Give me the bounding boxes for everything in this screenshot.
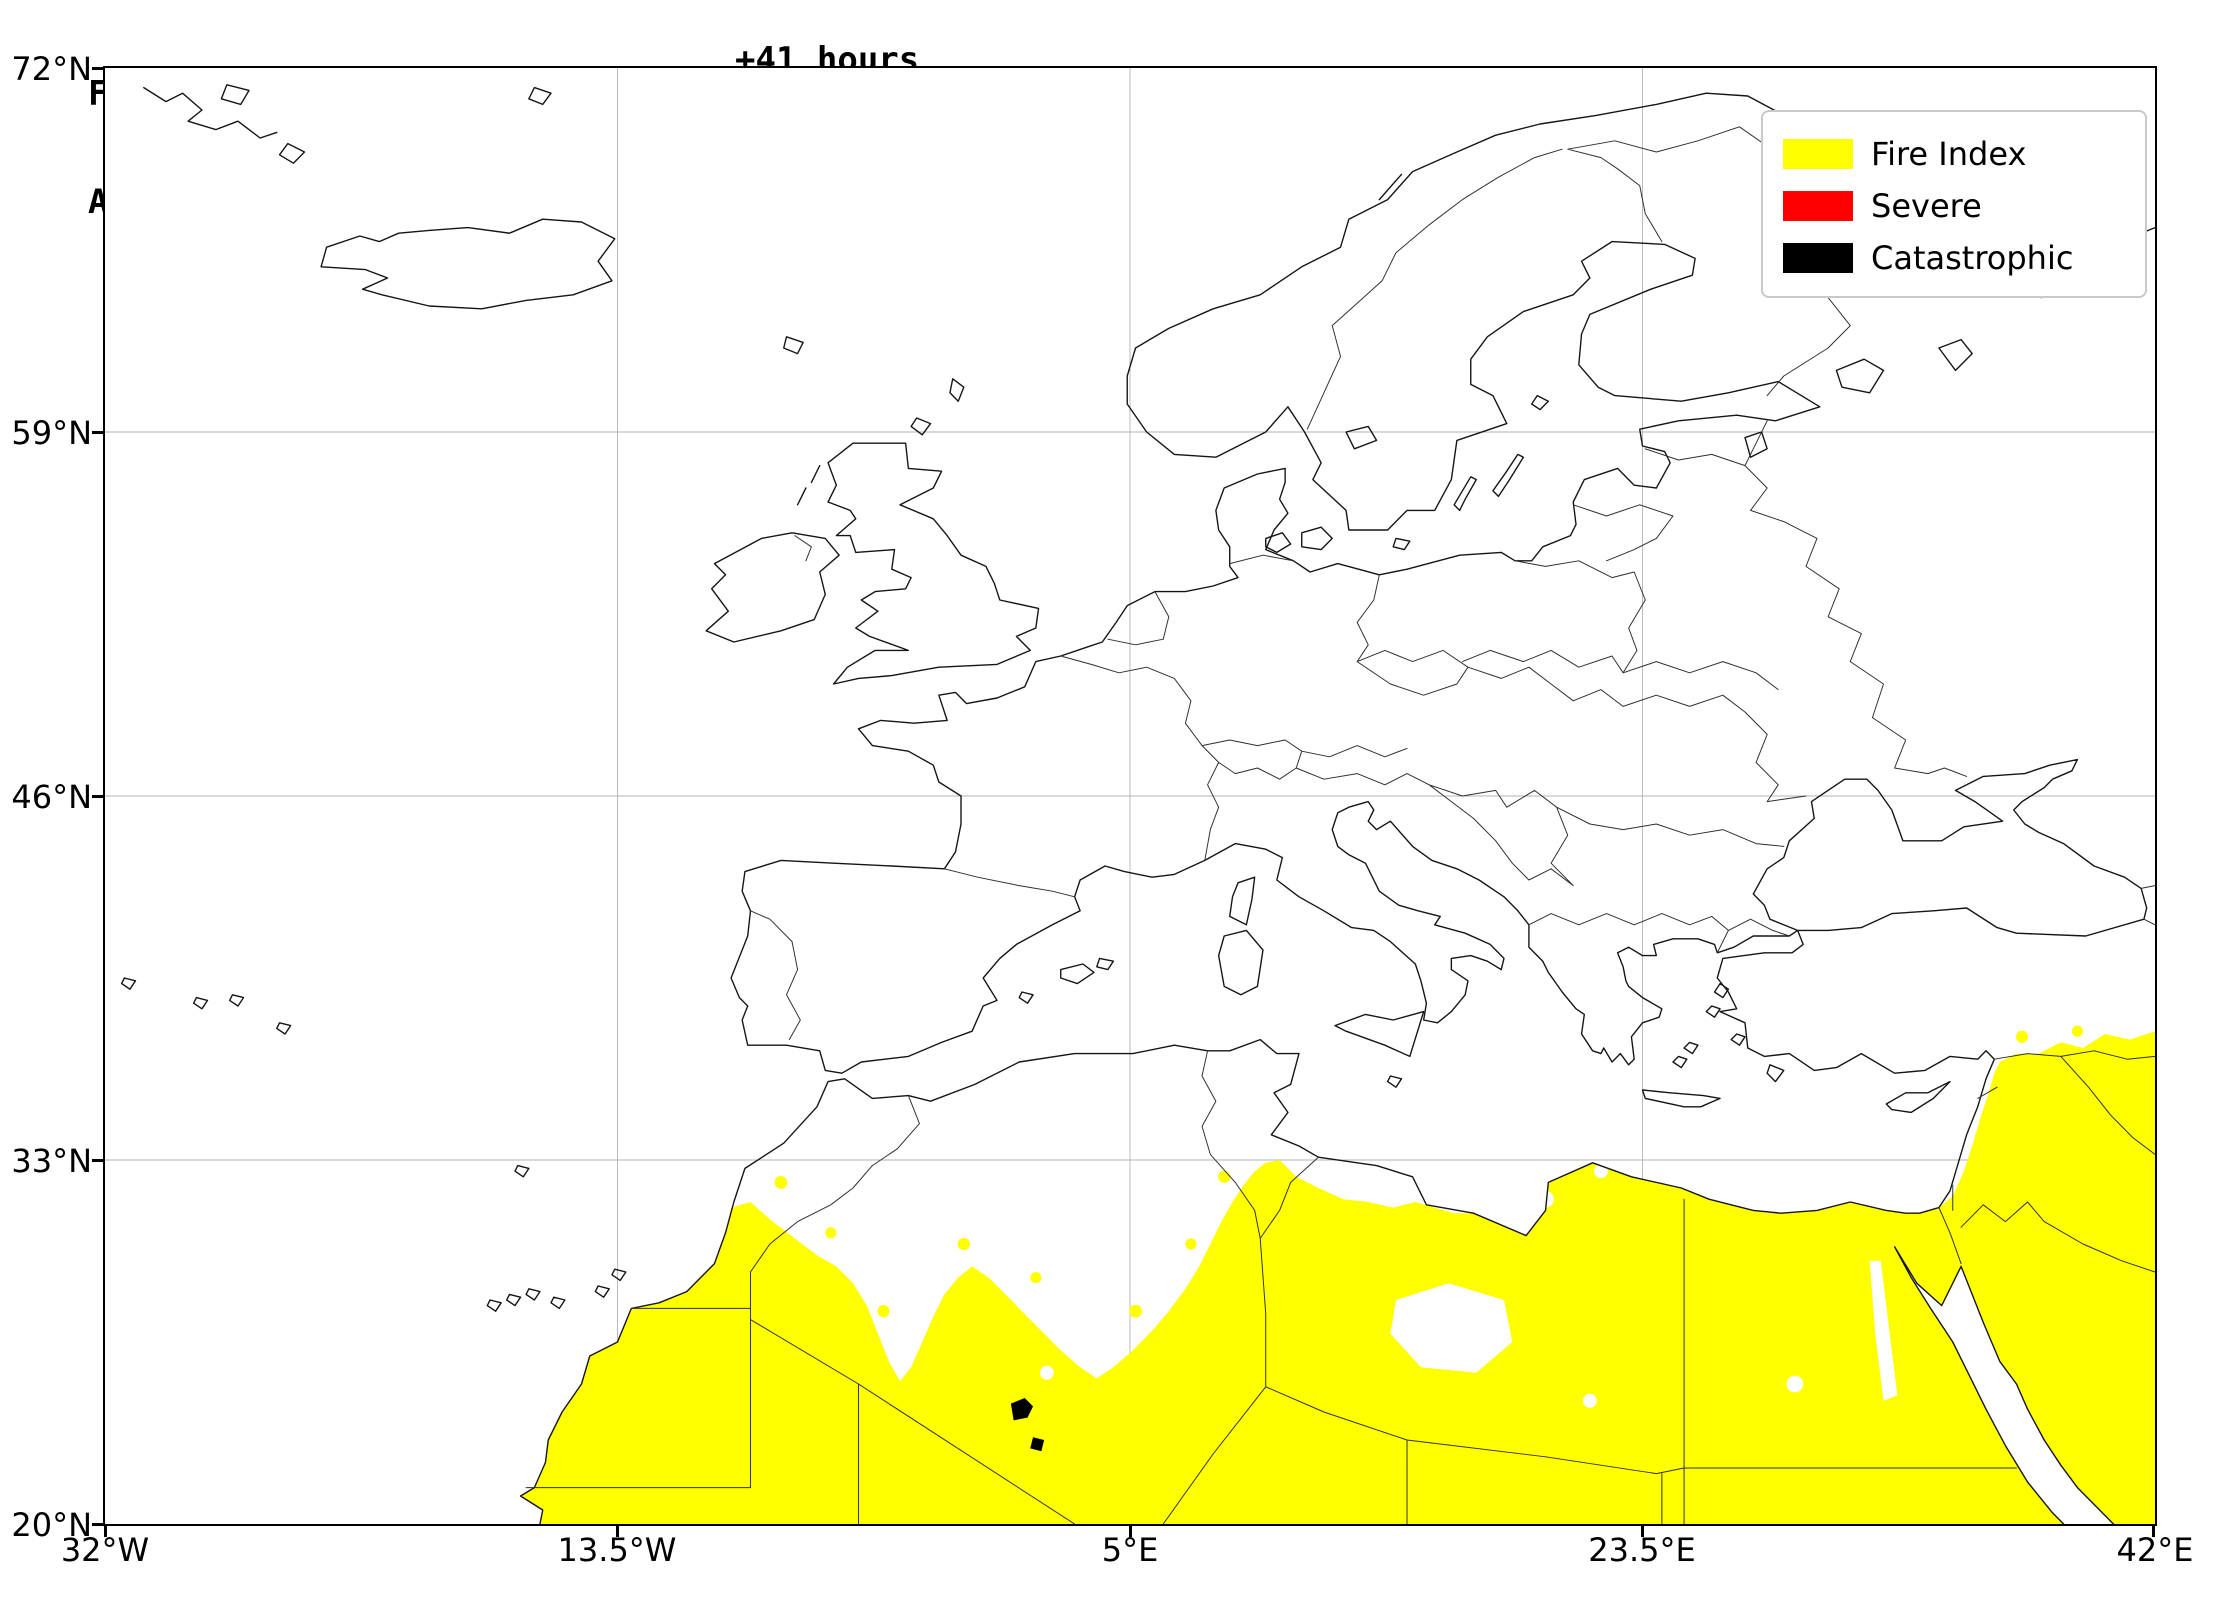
- x-axis-tick: [104, 1526, 107, 1537]
- lakes: [1345, 338, 1973, 458]
- islands-west-mediterranean: [1018, 876, 1425, 1088]
- y-axis-label-59n: 59°N: [11, 414, 92, 452]
- map-legend: Fire Index Severe Catastrophic: [1761, 110, 2147, 298]
- island-great-britain: [827, 442, 1040, 685]
- gridlines: [105, 68, 2155, 1524]
- legend-item-severe: Severe: [1783, 180, 2135, 232]
- catastrophic-region: [1010, 1398, 1045, 1452]
- y-axis-tick: [92, 795, 103, 798]
- y-axis-tick: [92, 1523, 103, 1526]
- coastlines: [120, 84, 2155, 1524]
- map-plot-area: Fire Index Severe Catastrophic: [103, 66, 2157, 1526]
- greenland-coast-fragments: [143, 84, 552, 164]
- y-axis-tick: [92, 431, 103, 434]
- x-axis-tick: [1641, 1526, 1644, 1537]
- fire-index-white-gaps: [1039, 1164, 1898, 1408]
- x-axis-tick: [1129, 1526, 1132, 1537]
- island-ireland: [705, 532, 840, 643]
- catastrophic-swatch: [1783, 243, 1853, 273]
- country-borders: [525, 126, 2155, 1524]
- x-axis-label-23-5e: 23.5°E: [1588, 1531, 1696, 1569]
- legend-item-fire-index: Fire Index: [1783, 128, 2135, 180]
- x-axis-label-42e: 42°E: [2116, 1531, 2194, 1569]
- y-axis-label-20n: 20°N: [11, 1506, 92, 1544]
- fire-index-swatch: [1783, 139, 1853, 169]
- fire-index-region: [520, 1025, 2155, 1524]
- y-axis-label-33n: 33°N: [11, 1142, 92, 1180]
- x-axis-label-5e: 5°E: [1101, 1531, 1159, 1569]
- y-axis-label-46n: 46°N: [11, 778, 92, 816]
- legend-label-severe: Severe: [1871, 187, 1982, 225]
- fire-index-main-polygon: [520, 1031, 2155, 1524]
- legend-label-catastrophic: Catastrophic: [1871, 239, 2074, 277]
- x-axis-tick: [616, 1526, 619, 1537]
- islands-macaronesia: [120, 977, 627, 1312]
- coastline-red-sea: [1893, 1246, 2115, 1524]
- x-axis-label-13-5w: 13.5°W: [557, 1531, 677, 1569]
- severe-swatch: [1783, 191, 1853, 221]
- map-canvas: [105, 68, 2155, 1524]
- islands-north-atlantic: [783, 173, 1403, 506]
- x-axis-label-32w: 32°W: [60, 1531, 150, 1569]
- y-axis-tick: [92, 1159, 103, 1162]
- islands-baltic: [1265, 394, 1550, 554]
- island-iceland: [320, 218, 616, 310]
- y-axis-label-72n: 72°N: [11, 50, 92, 88]
- x-axis-tick: [2152, 1526, 2155, 1537]
- legend-label-fire-index: Fire Index: [1871, 135, 2027, 173]
- islands-east-mediterranean: [1641, 982, 1951, 1114]
- coastline-continental: [519, 92, 2155, 1524]
- legend-item-catastrophic: Catastrophic: [1783, 232, 2135, 284]
- y-axis-tick: [92, 67, 103, 70]
